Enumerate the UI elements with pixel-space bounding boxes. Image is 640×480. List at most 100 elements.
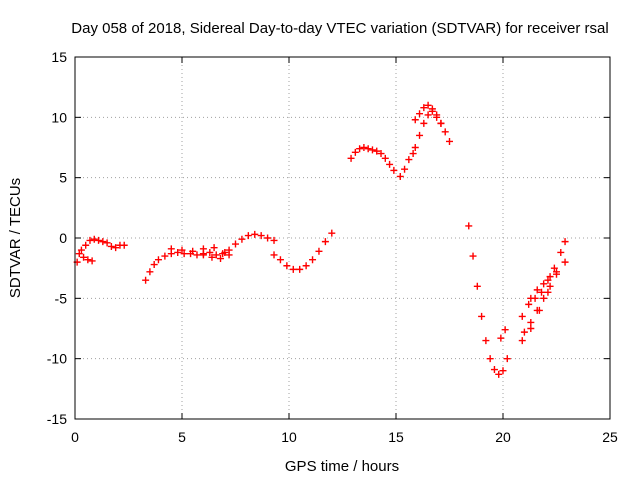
data-point: [538, 288, 546, 296]
data-point: [88, 257, 96, 265]
series-arc-12: [497, 326, 509, 342]
data-point: [520, 328, 528, 336]
data-point: [244, 232, 252, 240]
data-point: [206, 248, 214, 256]
series-arc-15: [527, 268, 560, 302]
data-point: [533, 306, 541, 314]
data-point: [525, 300, 533, 308]
data-point: [373, 147, 381, 155]
data-point: [473, 282, 481, 290]
data-point: [482, 337, 490, 345]
data-point: [142, 276, 150, 284]
x-tick-label: 5: [178, 429, 186, 445]
x-tick-label: 10: [281, 429, 297, 445]
data-point: [416, 110, 424, 118]
data-point: [154, 256, 162, 264]
data-point: [386, 160, 394, 168]
data-point: [561, 258, 569, 266]
data-point: [437, 119, 445, 127]
data-point: [199, 245, 207, 253]
data-point: [478, 312, 486, 320]
data-point: [540, 294, 548, 302]
data-point: [199, 251, 207, 259]
data-point: [428, 105, 436, 113]
x-tick-label: 25: [602, 429, 618, 445]
data-point: [347, 154, 355, 162]
data-point: [424, 101, 432, 109]
data-point: [518, 312, 526, 320]
data-point: [465, 222, 473, 230]
data-point: [270, 251, 278, 259]
data-point: [501, 326, 509, 334]
chart-title: Day 058 of 2018, Sidereal Day-to-day VTE…: [71, 20, 608, 37]
data-point: [120, 241, 128, 249]
data-point: [107, 242, 115, 250]
data-point: [84, 256, 92, 264]
series-arc-4: [167, 244, 229, 256]
data-point: [553, 268, 560, 276]
data-point: [409, 150, 417, 158]
data-point: [368, 146, 376, 154]
data-point: [503, 355, 511, 363]
data-point: [238, 235, 246, 243]
data-point: [360, 144, 368, 151]
data-point: [561, 238, 569, 246]
data-point: [495, 370, 503, 378]
data-point: [146, 268, 154, 276]
y-tick-label: 5: [59, 170, 67, 186]
data-point: [150, 261, 158, 269]
x-tick-label: 0: [71, 429, 79, 445]
data-point: [225, 251, 233, 259]
y-axis-label: SDTVAR / TECUs: [7, 178, 24, 298]
data-point: [232, 240, 239, 248]
data-point: [315, 247, 323, 255]
data-point: [356, 145, 364, 153]
data-point: [411, 144, 419, 151]
data-point: [544, 276, 552, 284]
x-tick-label: 20: [495, 429, 511, 445]
data-point: [446, 137, 453, 145]
series-arc-10: [411, 101, 445, 127]
data-point: [540, 280, 548, 288]
data-point: [390, 166, 398, 174]
data-point: [405, 156, 413, 164]
y-tick-label: 15: [51, 49, 67, 65]
data-point: [75, 250, 83, 258]
data-point: [416, 131, 424, 139]
data-point: [257, 232, 265, 240]
x-axis-label: GPS time / hours: [285, 458, 399, 475]
data-point: [208, 253, 216, 261]
data-point: [546, 273, 554, 281]
data-point: [283, 262, 291, 270]
grid: [75, 57, 610, 419]
data-point: [276, 256, 284, 264]
data-point: [441, 128, 449, 136]
data-point: [351, 148, 359, 156]
data-point: [221, 248, 229, 256]
data-point: [193, 251, 201, 259]
data-point: [497, 334, 505, 342]
data-point: [251, 230, 259, 238]
data-point: [103, 239, 111, 247]
data-point: [212, 251, 220, 259]
data-point: [112, 244, 120, 252]
data-point: [180, 250, 188, 258]
series-arc-1: [73, 235, 128, 266]
y-tick-label: 0: [59, 230, 67, 246]
data-point: [546, 282, 554, 290]
series-arc-16: [520, 282, 554, 336]
data-point: [210, 244, 218, 252]
data-point: [161, 252, 169, 260]
data-point: [174, 248, 182, 256]
series-arc-6: [270, 229, 336, 273]
data-point: [499, 367, 507, 375]
data-point: [381, 154, 389, 162]
data-point: [302, 262, 310, 270]
data-point: [86, 236, 94, 244]
y-tick-label: -15: [47, 411, 67, 427]
data-point: [364, 145, 372, 153]
data-point: [486, 355, 494, 363]
data-point: [95, 236, 103, 244]
data-point: [270, 236, 278, 244]
